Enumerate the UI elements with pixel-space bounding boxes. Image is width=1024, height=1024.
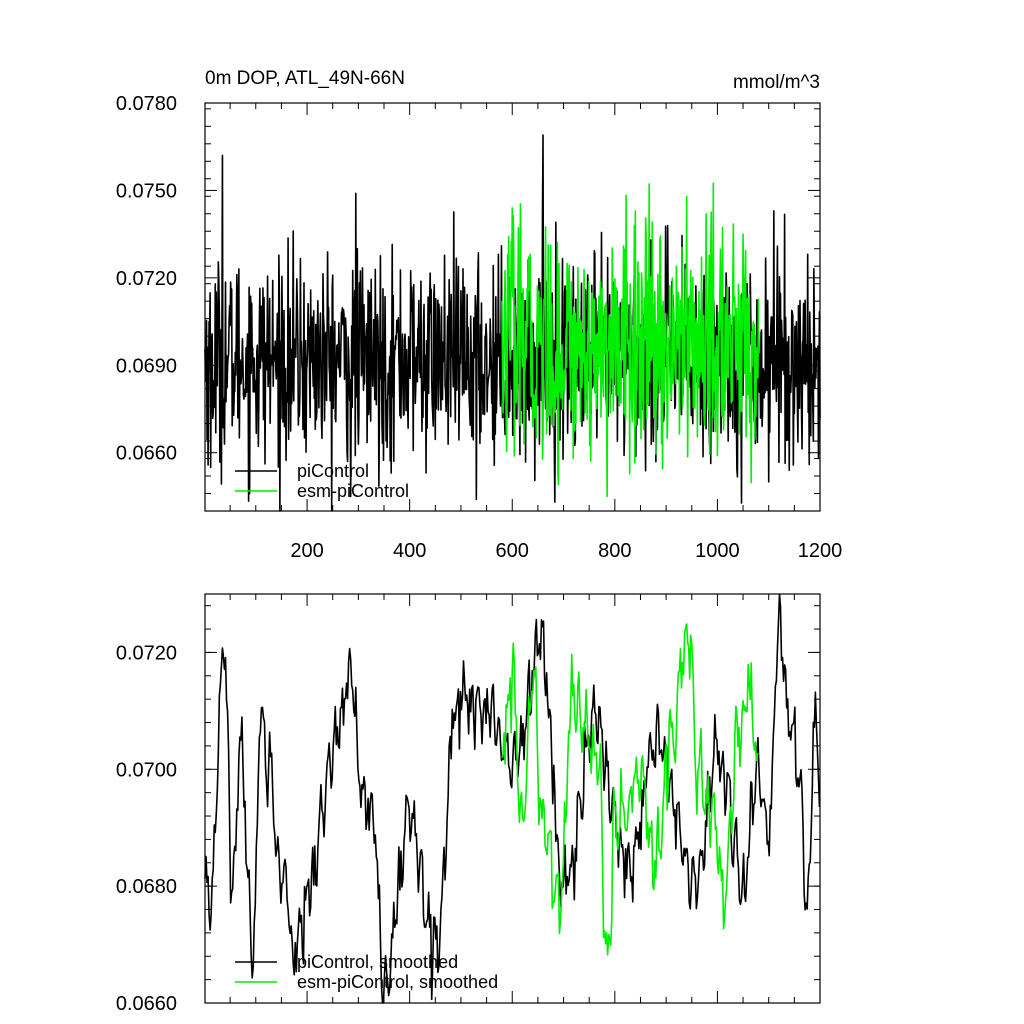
y-tick-label: 0.0680	[116, 876, 177, 898]
y-tick-label: 0.0660	[116, 993, 177, 1015]
chart-title: 0m DOP, ATL_49N-66N	[205, 68, 405, 89]
top-plot-frame	[204, 102, 821, 512]
y-tick-label: 0.0780	[116, 93, 177, 115]
top-axis-ticks: 0.0660 0.0690 0.0720 0.0750 0.0780 200 400 600 8…	[116, 93, 842, 562]
series-line-esm-picontrol-smoothed	[501, 623, 760, 956]
units-label: mmol/m^3	[733, 72, 820, 93]
y-tick-label: 0.0700	[116, 759, 177, 781]
x-tick-label: 1200	[798, 540, 843, 562]
y-tick-label: 0.0660	[116, 443, 177, 465]
y-tick-label: 0.0720	[116, 268, 177, 290]
series-line-picontrol-smoothed	[204, 593, 821, 1004]
y-tick-label: 0.0720	[116, 642, 177, 664]
bottom-series-group	[204, 593, 821, 1004]
top-series-group	[204, 134, 821, 512]
top-panel: 0m DOP, ATL_49N-66N mmol/m^3 0.0660 0.069…	[116, 68, 842, 562]
bottom-axis-ticks: 0.0660 0.0680 0.0700 0.0720	[116, 594, 821, 1015]
legend-label-esm-picontrol: esm-piControl	[297, 481, 409, 501]
y-tick-label: 0.0690	[116, 355, 177, 377]
x-tick-label: 1000	[695, 540, 740, 562]
legend-label-esm-picontrol-smoothed: esm-piControl, smoothed	[297, 972, 498, 992]
x-tick-label: 800	[598, 540, 631, 562]
bottom-legend: piControl, smoothed esm-piControl, smoot…	[235, 952, 498, 992]
bottom-plot-frame	[204, 593, 821, 1004]
legend-label-picontrol: piControl	[297, 461, 369, 481]
bottom-panel: 0.0660 0.0680 0.0700 0.0720 piControl, smoo…	[116, 593, 821, 1015]
y-tick-label: 0.0750	[116, 180, 177, 202]
top-legend: piControl esm-piControl	[235, 461, 409, 501]
x-tick-label: 200	[290, 540, 323, 562]
x-tick-label: 400	[393, 540, 426, 562]
x-tick-label: 600	[496, 540, 529, 562]
legend-label-picontrol-smoothed: piControl, smoothed	[297, 952, 458, 972]
series-line-esm-picontrol	[501, 182, 760, 498]
